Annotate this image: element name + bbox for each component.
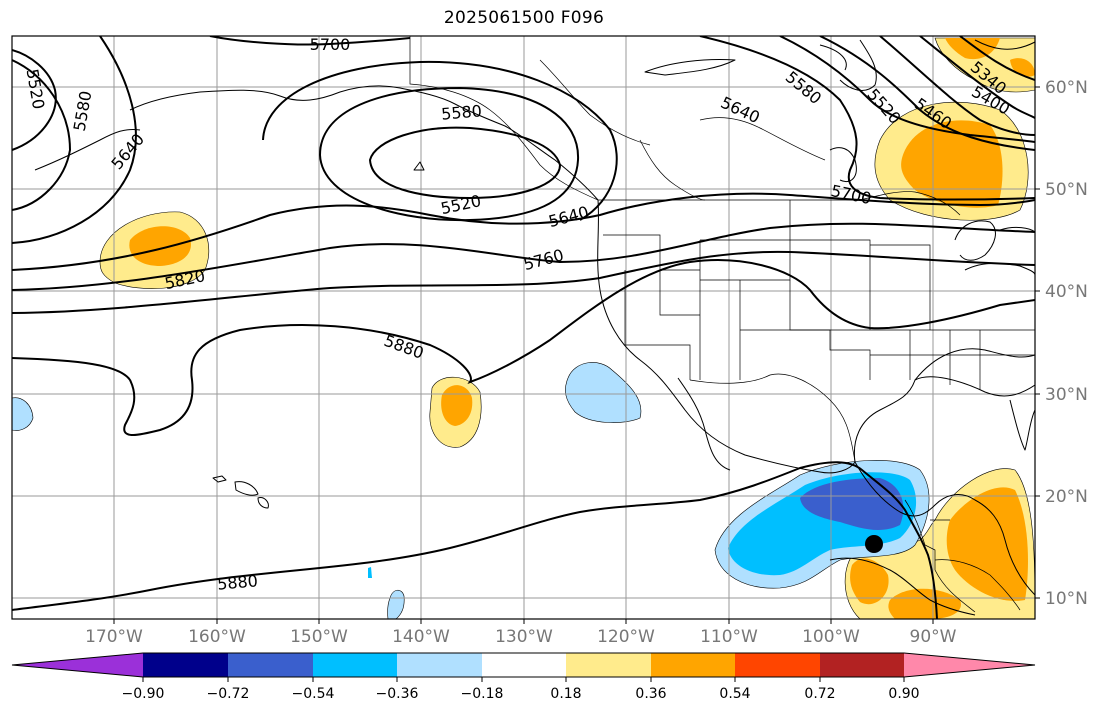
lat-label: 40°N	[1045, 282, 1088, 302]
colorbar-tick: −0.18	[461, 686, 504, 702]
lat-label: 50°N	[1045, 180, 1088, 200]
lon-label: 110°W	[700, 627, 758, 647]
lon-label: 130°W	[495, 627, 553, 647]
map-plot-area: 5700 5520 5580 5640 5580 5520 5640 5700 …	[12, 35, 1035, 619]
contour-label: 5580	[440, 101, 482, 123]
colorbar-bin	[397, 653, 482, 677]
lon-label: 160°W	[188, 627, 246, 647]
contour-label: 5700	[310, 35, 351, 54]
contour-label: 5880	[216, 571, 258, 593]
storm-center-marker	[865, 535, 883, 553]
colorbar-tick: −0.90	[122, 686, 165, 702]
colorbar-bin	[651, 653, 735, 677]
colorbar-tick: −0.36	[376, 686, 419, 702]
latitude-labels: 60°N 50°N 40°N 30°N 20°N 10°N	[1045, 78, 1088, 609]
lon-label: 120°W	[597, 627, 655, 647]
colorbar-bin	[313, 653, 397, 677]
positive-anomaly-ne	[874, 101, 1029, 221]
axis-ticks	[113, 86, 1040, 624]
lat-label: 30°N	[1045, 385, 1088, 405]
colorbar-tick: 0.90	[888, 686, 919, 702]
political-borders	[409, 36, 1035, 613]
lon-label: 140°W	[392, 627, 450, 647]
negative-anomaly-baja	[565, 362, 642, 423]
negative-anomaly-mexico	[714, 460, 930, 589]
colorbar: −0.90 −0.72 −0.54 −0.36 −0.18 0.18 0.36 …	[11, 652, 1036, 702]
colorbar-extend-max	[904, 653, 1035, 677]
colorbar-tick: 0.54	[719, 686, 750, 702]
colorbar-tick: −0.72	[207, 686, 250, 702]
longitude-labels: 170°W 160°W 150°W 140°W 130°W 120°W 110°…	[85, 627, 957, 647]
colorbar-bin	[566, 653, 651, 677]
negative-anomaly-small	[12, 397, 405, 619]
lon-label: 90°W	[910, 627, 957, 647]
colorbar-tick: 0.36	[635, 686, 666, 702]
lon-label: 100°W	[802, 627, 860, 647]
colorbar-tick: −0.54	[292, 686, 335, 702]
colorbar-tick: 0.18	[550, 686, 581, 702]
lat-label: 10°N	[1045, 589, 1088, 609]
colorbar-bin	[143, 653, 228, 677]
positive-anomaly-central	[429, 376, 482, 448]
colorbar-bin	[228, 653, 313, 677]
lat-label: 60°N	[1045, 78, 1088, 98]
map-title: 2025061500 F096	[443, 8, 605, 28]
colorbar-extend-min	[12, 653, 143, 677]
colorbar-bin	[735, 653, 820, 677]
lon-label: 170°W	[85, 627, 143, 647]
colorbar-bin	[482, 653, 566, 677]
positive-anomaly-se	[844, 468, 1035, 619]
map-gridlines	[12, 36, 1035, 619]
colorbar-tick: 0.72	[804, 686, 835, 702]
height-contours	[12, 36, 1035, 619]
lon-label: 150°W	[290, 627, 348, 647]
colorbar-bin	[820, 653, 904, 677]
lat-label: 20°N	[1045, 487, 1088, 507]
coastlines	[34, 39, 1035, 616]
